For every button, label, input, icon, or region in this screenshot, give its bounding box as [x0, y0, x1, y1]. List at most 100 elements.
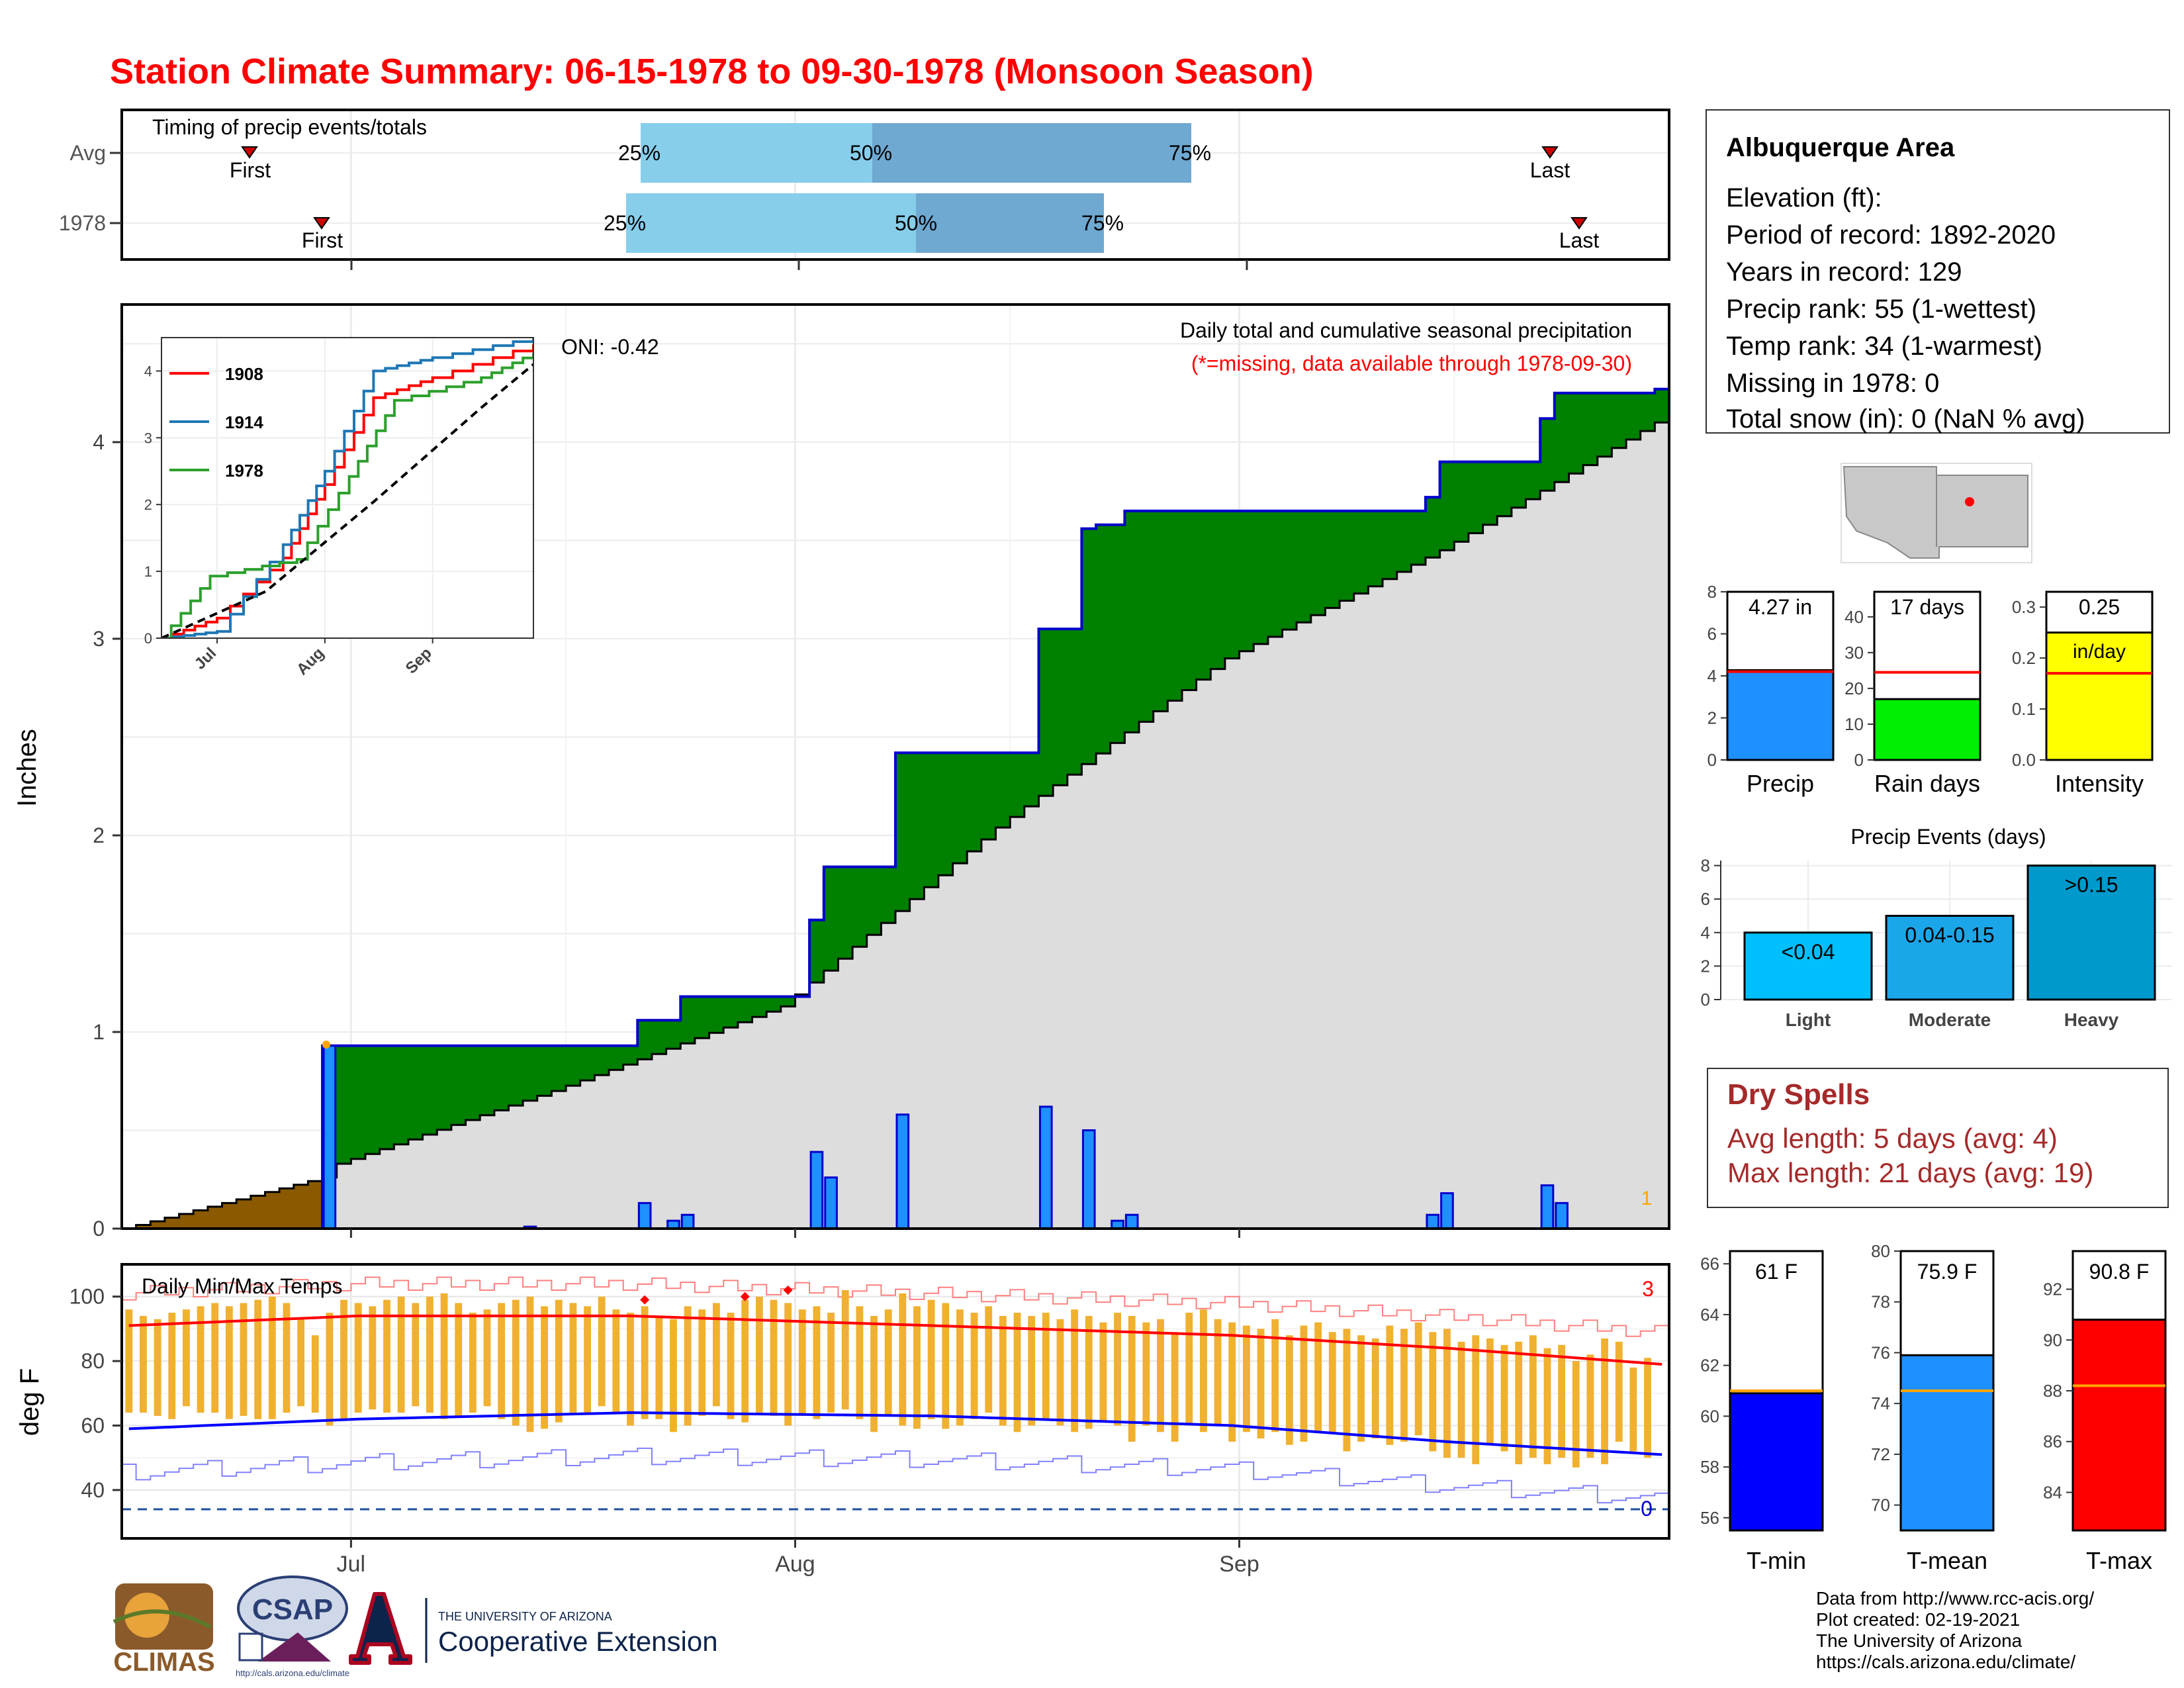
daily-temp-range-bar: [268, 1296, 276, 1419]
csap-logo-text: CSAP: [252, 1593, 333, 1626]
events-y-tick-label: 6: [1701, 889, 1710, 909]
daily-temp-range-bar: [197, 1306, 205, 1413]
daily-temp-range-bar: [942, 1303, 950, 1429]
daily-temp-range-bar: [841, 1289, 849, 1410]
daily-precip-bar: [809, 1150, 824, 1229]
daily-temp-range-bar: [483, 1309, 491, 1407]
timing-year-25-50-bar: [626, 193, 916, 253]
daily-temp-range-bar: [1028, 1315, 1036, 1426]
daily-temp-range-bar: [340, 1299, 347, 1419]
daily-precip-bar: [1555, 1201, 1569, 1229]
daily-temp-range-bar: [426, 1296, 433, 1413]
daily-temp-range-bar: [784, 1303, 792, 1426]
mini-y-tick-label: 80: [1871, 1241, 1890, 1261]
daily-precip-bar: [322, 1045, 337, 1229]
daily-temp-range-bar: [899, 1293, 907, 1426]
daily-temp-range-bar: [813, 1306, 821, 1419]
mini-y-tick-label: 76: [1871, 1342, 1890, 1362]
first-year-marker: [313, 217, 330, 230]
temp-y-tick-label: 80: [81, 1349, 105, 1373]
daily-temp-range-bar: [225, 1306, 233, 1419]
inset-average-line: [161, 363, 533, 638]
mini-precip-chart-2: 17 days 0 10 20 30 40 Rain days: [1844, 590, 1981, 797]
ua-extension-text: Cooperative Extension: [438, 1626, 718, 1657]
info-snow: Total snow (in): 0 (NaN % avg): [1726, 404, 2085, 434]
daily-temp-range-bar: [1171, 1332, 1179, 1442]
daily-temp-range-bar: [884, 1309, 892, 1416]
inset-legend-1914: 1914: [225, 412, 263, 432]
daily-temp-range-bar: [1357, 1335, 1365, 1442]
mini-y-tick-label: 8: [1707, 582, 1717, 602]
daily-temp-range-bar: [154, 1319, 161, 1416]
daily-temp-range-bar: [1085, 1315, 1093, 1429]
mini-y-tick-label: 86: [2043, 1432, 2062, 1452]
inset-legend: 1908 1914 1978: [169, 364, 263, 481]
mini-value-label: 4.27 in: [1749, 595, 1812, 619]
last-avg-marker: [1541, 146, 1559, 159]
daily-temp-range-bar: [455, 1303, 463, 1416]
daily-temp-range-bar: [970, 1313, 978, 1419]
daily-temp-range-bar: [1515, 1341, 1523, 1464]
temp-panel-label: Daily Min/Max Temps: [142, 1274, 342, 1298]
daily-temp-range-bar: [326, 1313, 334, 1426]
mini-value-bar: [1726, 669, 1835, 761]
daily-temp-range-bar: [770, 1299, 778, 1416]
timing-panel: Timing of precip events/totals Avg 1978 …: [59, 109, 1670, 270]
mini-y-tick-label: 90: [2043, 1330, 2062, 1350]
events-y-tick-label: 4: [1701, 923, 1710, 943]
events-title: Precip Events (days): [1850, 825, 2046, 849]
mini-y-tick-label: 6: [1707, 624, 1717, 644]
mini-value-label: 17 days: [1890, 595, 1964, 619]
timing-avg-25-50-bar: [641, 123, 872, 183]
missing-marker: [322, 1041, 330, 1049]
mini-value-bar: [1873, 698, 1981, 761]
mini-value-label: 61 F: [1755, 1260, 1797, 1284]
daily-temp-range-bar: [283, 1303, 291, 1413]
y-tick-label: 4: [93, 430, 105, 454]
daily-temp-range-bar: [999, 1315, 1007, 1426]
daily-precip-bar: [637, 1201, 652, 1229]
daily-temp-range-bar: [125, 1309, 133, 1413]
mini-precip-chart-3: 0.25 in/day 0.0 0.1 0.2 0.3 Intensity: [2012, 590, 2154, 797]
mini-y-tick-label: 2: [1707, 708, 1717, 728]
precip-event-category-label: Light: [1786, 1009, 1831, 1030]
daily-temp-range-bar: [412, 1303, 420, 1407]
daily-temp-range-bar: [1343, 1329, 1351, 1452]
daily-temp-range-bar: [1529, 1335, 1537, 1458]
daily-temp-range-bar: [856, 1306, 864, 1419]
daily-temp-range-bar: [183, 1309, 190, 1407]
year-50pct-label: 50%: [895, 211, 937, 235]
year-75pct-label: 75%: [1081, 211, 1124, 235]
daily-temp-range-bar: [1500, 1344, 1508, 1452]
record-high-marker: [740, 1291, 750, 1301]
credit-university: The University of Arizona: [1816, 1630, 2023, 1651]
month-label: Aug: [775, 1552, 815, 1577]
station-name: Albuquerque Area: [1726, 133, 1955, 162]
daily-temp-range-bar: [1601, 1338, 1608, 1464]
timing-avg-50-75-bar: [872, 123, 1191, 183]
daily-precip-bar: [1124, 1213, 1139, 1229]
precip-event-bar: [2026, 865, 2156, 1001]
daily-temp-range-bar: [1157, 1319, 1164, 1432]
daily-temp-range-bar: [397, 1296, 405, 1413]
daily-temp-range-bar: [1400, 1329, 1408, 1442]
temp-y-tick-label: 60: [81, 1414, 105, 1438]
y-tick-label: 0: [93, 1217, 105, 1241]
mini-y-tick-label: 66: [1700, 1254, 1719, 1274]
credit-plot-date: Plot created: 02-19-2021: [1816, 1609, 2020, 1630]
mini-y-tick-label: 20: [1844, 679, 1864, 698]
info-missing: Missing in 1978: 0: [1726, 369, 1939, 398]
daily-precip-bar: [1440, 1192, 1454, 1229]
daily-temp-range-bar: [927, 1299, 935, 1419]
inset-legend-1908: 1908: [225, 364, 263, 384]
daily-temp-range-bar: [254, 1299, 262, 1419]
mini-value-bar: [1729, 1392, 1824, 1532]
mini-y-tick-label: 60: [1700, 1406, 1719, 1426]
daily-temp-range-bar: [1371, 1338, 1379, 1439]
daily-temp-range-bar: [598, 1296, 606, 1407]
daily-temp-range-bar: [1300, 1325, 1308, 1442]
daily-temp-range-bar: [140, 1315, 147, 1413]
daily-temp-range-bar: [1013, 1313, 1021, 1432]
record-low-count: 0: [1641, 1497, 1653, 1521]
credit-data-source: Data from http://www.rcc-acis.org/: [1816, 1588, 2094, 1609]
